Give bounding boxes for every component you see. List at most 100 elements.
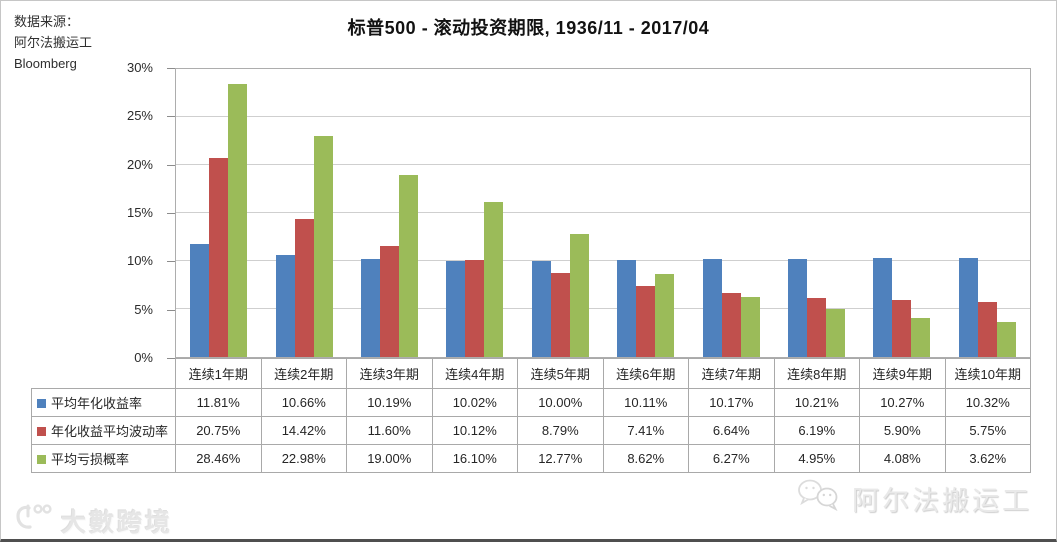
value-cell: 10.27% [859, 388, 946, 417]
wechat-icon [796, 477, 844, 520]
value-cell: 14.42% [260, 416, 347, 445]
bar [807, 297, 827, 357]
category-header-cell: 连续6年期 [602, 358, 689, 389]
bar [826, 309, 846, 357]
bar-group [945, 69, 1030, 357]
bar [550, 272, 570, 357]
y-axis-tick-mark [167, 310, 175, 311]
bar [996, 322, 1016, 357]
y-axis-tick-label: 10% [126, 253, 153, 269]
bar [399, 174, 419, 357]
bar [702, 259, 722, 357]
y-axis-tick-label: 5% [134, 301, 153, 317]
category-header-cell: 连续8年期 [773, 358, 860, 389]
bar [873, 258, 893, 357]
category-header-cell: 连续1年期 [175, 358, 262, 389]
bar-group [347, 69, 432, 357]
bar [380, 245, 400, 357]
source-line-2: 阿尔法搬运工 [14, 35, 93, 50]
value-cell: 8.79% [517, 416, 604, 445]
bar [788, 258, 808, 357]
bar-group [603, 69, 688, 357]
gridline [176, 260, 1030, 261]
category-header-cell: 连续3年期 [346, 358, 433, 389]
bar [446, 260, 466, 357]
y-axis-tick-label: 20% [126, 156, 153, 172]
value-cell: 19.00% [346, 444, 433, 473]
bar-group [688, 69, 773, 357]
value-cell: 16.10% [431, 444, 518, 473]
value-cell: 10.00% [517, 388, 604, 417]
y-axis-tick-label: 15% [126, 205, 153, 220]
table-row: 平均亏损概率 28.46% 22.98% 19.00% 16.10% 12.77% 8.62… [31, 444, 1031, 473]
value-cell: 5.75% [944, 416, 1031, 445]
bar-group [261, 69, 346, 357]
value-cell: 6.27% [688, 444, 775, 473]
value-cell: 10.11% [602, 388, 689, 417]
value-cell: 6.19% [773, 416, 860, 445]
bar [228, 83, 248, 357]
table-row: 年化收益平均波动率 20.75% 14.42% 11.60% 10.12% 8.79% 7.… [31, 416, 1031, 445]
bar [190, 243, 210, 357]
value-cell: 12.77% [517, 444, 604, 473]
source-line-3: Bloomberg [14, 56, 77, 71]
bar [465, 259, 485, 357]
bar-group [859, 69, 944, 357]
value-cell: 10.21% [773, 388, 860, 417]
series-label-cell: 平均亏损概率 [31, 444, 176, 473]
bar [617, 259, 637, 357]
category-header-cell: 连续5年期 [517, 358, 604, 389]
series-label-cell: 年化收益平均波动率 [31, 416, 176, 445]
bar [892, 300, 912, 357]
bar [569, 234, 589, 357]
data-table: 连续1年期 连续2年期 连续3年期 连续4年期 连续5年期 连续6年期 连续7年期 连续8年期… [31, 358, 1031, 473]
gridline [176, 164, 1030, 165]
category-header-cell: 连续2年期 [260, 358, 347, 389]
table-row: 平均年化收益率 11.81% 10.66% 10.19% 10.02% 10.00% 10.… [31, 388, 1031, 417]
value-cell: 10.19% [346, 388, 433, 417]
bar [911, 317, 931, 357]
value-cell: 4.95% [773, 444, 860, 473]
gridline [176, 212, 1030, 213]
bar [721, 293, 741, 357]
value-cell: 6.64% [688, 416, 775, 445]
value-cell: 11.81% [175, 388, 262, 417]
category-header-cell: 连续9年期 [859, 358, 946, 389]
legend-swatch [37, 427, 46, 436]
bar [740, 296, 760, 357]
value-cell: 10.32% [944, 388, 1031, 417]
value-cell: 3.62% [944, 444, 1031, 473]
value-cell: 28.46% [175, 444, 262, 473]
value-cell: 11.60% [346, 416, 433, 445]
gridline [176, 116, 1030, 117]
category-header-cell: 连续4年期 [431, 358, 518, 389]
y-axis-tick-mark [167, 116, 175, 117]
value-cell: 10.02% [431, 388, 518, 417]
value-cell: 7.41% [602, 416, 689, 445]
bar [275, 254, 295, 357]
y-axis-tick-label: 0% [134, 350, 153, 365]
watermark-bottom-right: 阿尔法搬运工 [796, 477, 1032, 520]
value-cell: 8.62% [602, 444, 689, 473]
value-cell: 10.17% [688, 388, 775, 417]
watermark-left-text: 大數跨境 [61, 508, 174, 537]
y-axis-tick-mark [167, 261, 175, 262]
bar-group [432, 69, 517, 357]
y-axis-tick-mark [167, 165, 175, 166]
table-corner-spacer [32, 359, 176, 389]
value-cell: 20.75% [175, 416, 262, 445]
watermark-right-text: 阿尔法搬运工 [852, 486, 1032, 516]
value-cell: 5.90% [859, 416, 946, 445]
value-cell: 4.08% [859, 444, 946, 473]
bar-group [176, 69, 261, 357]
y-axis-tick-mark [167, 358, 175, 359]
data-source-block: 数据来源： 阿尔法搬运工 Bloomberg [14, 11, 92, 74]
bar-group [774, 69, 859, 357]
bar [636, 285, 656, 357]
gridline [176, 308, 1030, 309]
bar [313, 136, 333, 357]
value-cell: 10.12% [431, 416, 518, 445]
category-header-cell: 连续7年期 [688, 358, 775, 389]
bar [977, 301, 997, 357]
